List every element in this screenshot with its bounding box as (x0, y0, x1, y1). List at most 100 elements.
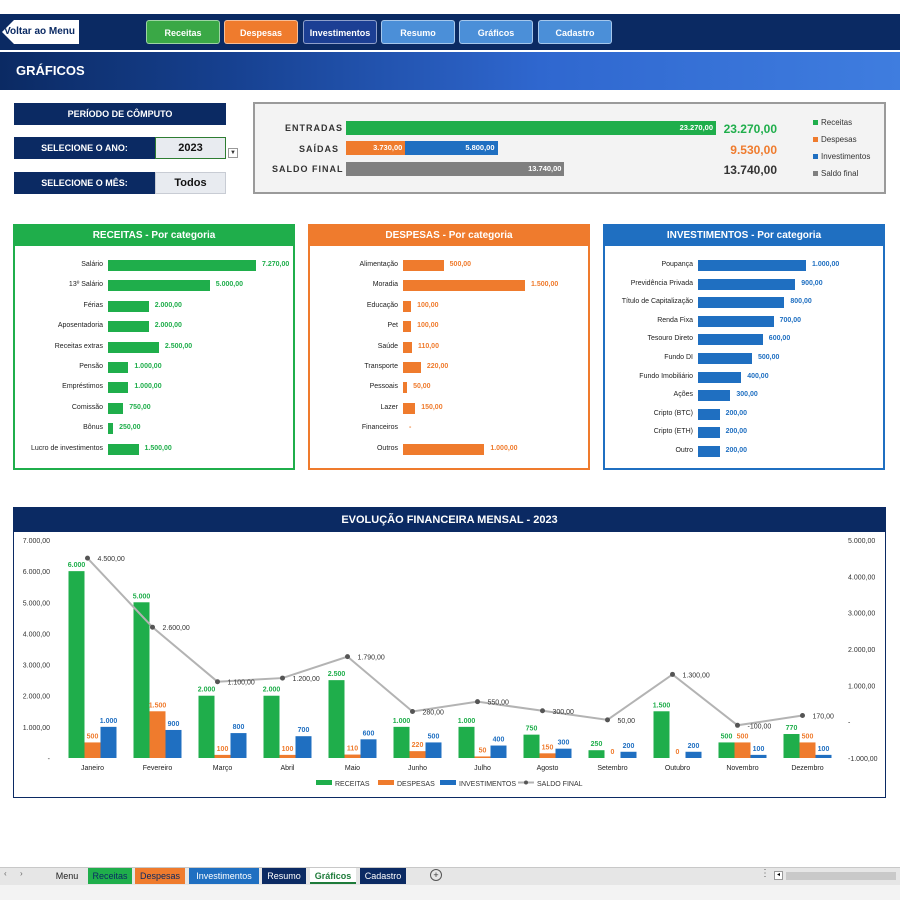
nav-button-gráficos[interactable]: Gráficos (459, 20, 533, 44)
month-select[interactable]: Todos (155, 172, 226, 194)
year-select[interactable]: 2023 (155, 137, 226, 159)
category-label: Transporte (364, 363, 398, 370)
sheet-tab[interactable]: Despesas (135, 868, 185, 884)
entradas-label: ENTRADAS (285, 123, 344, 133)
saldo-label: 1.300,00 (683, 672, 710, 679)
category-value: 100,00 (417, 301, 439, 309)
back-to-menu-button[interactable]: Voltar ao Menu (2, 20, 79, 44)
legend-swatch (813, 171, 818, 177)
bar-label-investimentos: 900 (168, 721, 180, 728)
chevron-down-icon[interactable]: ▼ (228, 148, 238, 158)
category-value: 200,00 (725, 428, 748, 436)
bar-label-receitas: 770 (786, 725, 798, 732)
summary-legend-item: Receitas (813, 118, 852, 127)
bar-receitas (328, 680, 345, 758)
saldo-label: SALDO FINAL (272, 164, 344, 174)
saldo-label: 1.100,00 (228, 680, 255, 687)
left-axis-tick: 7.000,00 (23, 538, 50, 545)
saldo-label: 2.600,00 (163, 625, 190, 632)
category-label: Fundo Imobiliário (639, 372, 693, 380)
bar-investimentos (360, 739, 377, 758)
category-label: Previdência Privada (630, 279, 693, 287)
page-title: GRÁFICOS (16, 63, 85, 78)
category-label: Educação (366, 301, 398, 309)
bar-receitas (653, 711, 670, 758)
category-value: 5.000,00 (215, 281, 244, 289)
category-bar (108, 382, 129, 394)
saldo-point (150, 624, 155, 630)
bar-investimentos (750, 754, 767, 758)
nav-button-receitas[interactable]: Receitas (146, 20, 220, 44)
sheet-tab[interactable]: Receitas (88, 868, 132, 884)
category-bar (403, 382, 408, 394)
receitas-panel: RECEITAS - Por categoria Salário 7.270,00… (13, 224, 295, 470)
bar-investimentos (165, 729, 182, 758)
bar-despesas (84, 742, 101, 758)
category-value: 900,00 (801, 279, 823, 287)
nav-button-despesas[interactable]: Despesas (224, 20, 298, 44)
monthly-chart: 7.000,00 6.000,00 5.000,00 4.000,00 3.000,00… (23, 538, 878, 788)
category-bar (698, 278, 796, 290)
saldo-point (475, 699, 480, 705)
bar-despesas (214, 754, 231, 758)
nav-button-investimentos[interactable]: Investimentos (303, 20, 377, 44)
status-bar (0, 885, 900, 900)
summary-panel: ENTRADAS SAÍDAS SALDO FINAL 23.270,00 3.… (253, 102, 886, 194)
category-bar (698, 390, 731, 402)
bar-receitas (198, 695, 215, 758)
bar-label-despesas: 110 (347, 746, 358, 753)
sheet-tab[interactable]: Investimentos (189, 868, 259, 884)
saldo-line (86, 557, 803, 727)
category-bar (403, 362, 421, 373)
despesas-panel-title: DESPESAS - Por categoria (310, 226, 588, 246)
category-value: 250,00 (119, 424, 141, 432)
left-axis-tick: 1.000,00 (23, 725, 50, 732)
nav-button-cadastro[interactable]: Cadastro (538, 20, 612, 44)
scrollbar-left-arrow-icon[interactable]: ◂ (774, 871, 783, 880)
bar-label-receitas: 2.000 (263, 687, 281, 694)
legend-label: SALDO FINAL (537, 781, 583, 788)
left-axis-tick: 2.000,00 (23, 694, 50, 701)
add-sheet-icon[interactable]: + (430, 869, 442, 881)
category-bar (108, 443, 139, 455)
category-label: Financeiros (361, 424, 398, 432)
monthly-chart-title: EVOLUÇÃO FINANCEIRA MENSAL - 2023 (14, 508, 885, 532)
month-label: Setembro (597, 765, 627, 772)
bar-label-despesas: 150 (542, 744, 554, 751)
more-options-icon[interactable]: ⋮ (760, 868, 770, 879)
category-value: 1.000,00 (490, 444, 518, 452)
bar-label-investimentos: 300 (558, 740, 570, 747)
sheet-tab[interactable]: Cadastro (360, 868, 406, 884)
saldo-label: 50,00 (618, 718, 636, 725)
horizontal-scrollbar[interactable] (786, 872, 896, 880)
sheet-tab[interactable]: Resumo (262, 868, 306, 884)
category-value: 1.000,00 (134, 383, 162, 391)
scroll-left-icon[interactable]: ‹ (4, 869, 7, 878)
bar-receitas (523, 734, 540, 758)
category-bar (403, 260, 444, 271)
legend-swatch (316, 780, 332, 785)
sheet-tab[interactable]: Gráficos (310, 868, 356, 884)
scroll-right-icon[interactable]: › (20, 869, 23, 878)
right-axis-tick: 5.000,00 (848, 538, 875, 545)
saldo-label: 300,00 (553, 709, 575, 716)
category-bar (698, 353, 752, 364)
bar-despesas (474, 756, 491, 758)
category-label: Lazer (380, 403, 398, 411)
bar-investimentos (685, 751, 702, 758)
bar-label-investimentos: 600 (363, 730, 375, 737)
category-label: Pessoais (369, 383, 398, 391)
nav-button-resumo[interactable]: Resumo (381, 20, 455, 44)
sheet-tab[interactable]: Menu (50, 868, 84, 884)
entradas-total: 23.270,00 (723, 122, 777, 136)
left-axis-tick: 5.000,00 (23, 600, 50, 607)
bar-label-investimentos: 1.000 (100, 718, 118, 725)
saldo-label: 170,00 (813, 713, 835, 720)
saldo-point (410, 708, 415, 714)
category-bar (698, 315, 774, 327)
bar-receitas (393, 726, 410, 758)
bar-despesas (539, 753, 556, 758)
saldo-point (735, 722, 740, 728)
category-value: 2.000,00 (154, 322, 182, 330)
investimentos-bar: 5.800,00 (405, 141, 498, 155)
